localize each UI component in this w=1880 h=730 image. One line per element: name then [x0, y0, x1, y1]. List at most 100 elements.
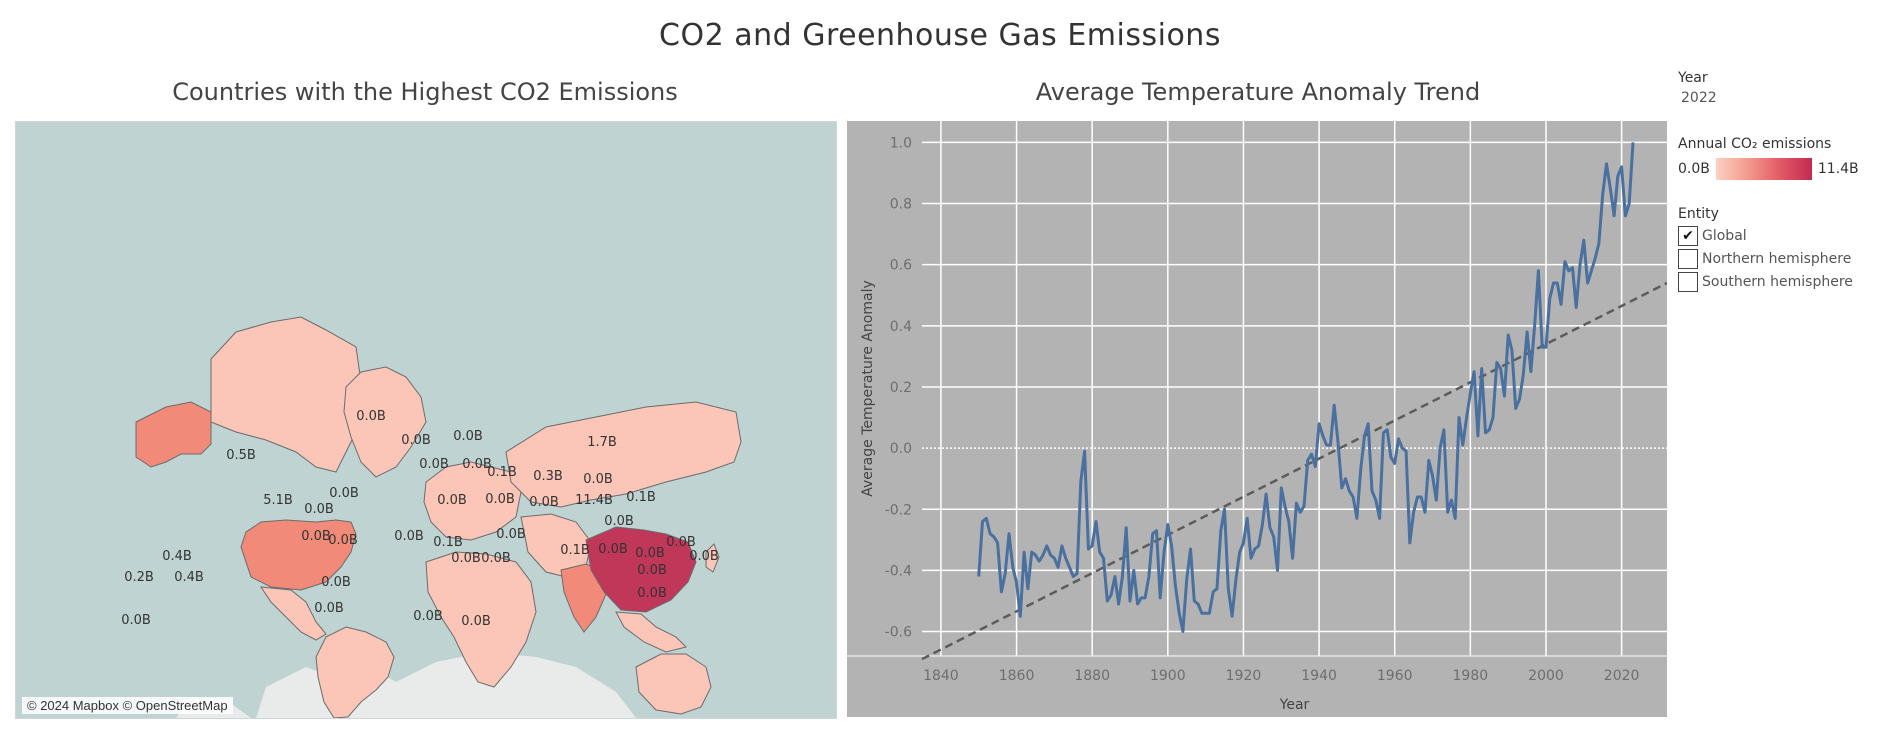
- map-value-label: 0.5B: [226, 448, 256, 463]
- map-value-label: 0.0B: [321, 575, 351, 590]
- map-value-label: 0.0B: [401, 433, 431, 448]
- map-value-label: 0.4B: [162, 549, 192, 564]
- australia-shape[interactable]: [635, 653, 712, 715]
- map-value-label: 0.0B: [666, 535, 696, 550]
- y-tick-label: 0.6: [890, 258, 912, 274]
- x-tick-label: 1960: [1377, 668, 1413, 684]
- x-tick-label: 2020: [1604, 668, 1640, 684]
- map-value-label: 0.0B: [329, 486, 359, 501]
- map-value-label: 0.0B: [481, 551, 511, 566]
- x-tick-label: 1900: [1150, 668, 1186, 684]
- northern-hemisphere-checkbox[interactable]: [1678, 248, 1698, 269]
- entity-label: Global: [1702, 227, 1747, 244]
- x-tick-label: 1860: [999, 668, 1035, 684]
- map-value-label: 0.0B: [301, 529, 331, 544]
- japan-shape[interactable]: [705, 543, 720, 573]
- map-value-label: 0.1B: [626, 490, 656, 505]
- y-tick-label: 0.4: [890, 319, 912, 335]
- map-value-label: 5.1B: [263, 493, 293, 508]
- map-value-label: 1.7B: [587, 435, 617, 450]
- map-value-label: 0.0B: [453, 429, 483, 444]
- map-value-label: 0.1B: [487, 465, 517, 480]
- map-value-label: 0.0B: [356, 409, 386, 424]
- side-panel: Year 2022 Annual CO₂ emissions 0.0B 11.4…: [1678, 70, 1878, 293]
- chart-title: Average Temperature Anomaly Trend: [1035, 78, 1481, 106]
- map-value-label: 0.0B: [598, 542, 628, 557]
- legend-color-ramp: [1715, 158, 1812, 180]
- europe-shape[interactable]: [423, 461, 522, 541]
- y-tick-label: 0.8: [890, 197, 912, 213]
- map-value-label: 0.0B: [462, 457, 492, 472]
- map-label-layer: 0.0B0.0B 0.0B 1.7B0.5B0.0B 0.0B0.1B 0.3B 0.0B…: [121, 409, 719, 629]
- x-tick-label: 2000: [1528, 668, 1564, 684]
- mexico-shape[interactable]: [259, 586, 327, 641]
- temperature-line-chart[interactable]: 1840 1860 1880 1900 1920 1940 1960 1980 2000 2020…: [847, 121, 1667, 717]
- year-header: Year: [1678, 70, 1708, 86]
- legend-max-label: 11.4B: [1817, 161, 1859, 177]
- africa-shape[interactable]: [425, 551, 537, 688]
- map-value-label: 0.0B: [121, 613, 151, 628]
- y-tick-label: -0.6: [885, 625, 912, 641]
- map-value-label: 0.0B: [485, 492, 515, 507]
- entity-label: Southern hemisphere: [1702, 273, 1853, 290]
- map-panel[interactable]: 0.0B 0.0B 0.0B 1.7B 0.5B 0.0B 0.0B 0.1B 0.3B 0.0B…: [15, 121, 837, 719]
- map-value-label: 0.0B: [637, 586, 667, 601]
- map-value-label: 0.0B: [689, 549, 719, 564]
- entity-item-global[interactable]: ✔ Global: [1678, 224, 1878, 247]
- map-value-label: 0.0B: [635, 546, 665, 561]
- south-america-shape[interactable]: [315, 626, 395, 718]
- greenland-shape[interactable]: [343, 366, 427, 478]
- usa-shape[interactable]: [240, 519, 357, 591]
- emissions-legend: 0.0B 11.4B: [1678, 158, 1878, 180]
- x-tick-label: 1840: [923, 668, 959, 684]
- alaska-shape[interactable]: [135, 401, 212, 468]
- map-value-label: 0.0B: [314, 601, 344, 616]
- trend-line: [921, 281, 1667, 661]
- map-value-label: 0.0B: [529, 495, 559, 510]
- map-value-label: 0.0B: [394, 529, 424, 544]
- global-anomaly-line: [977, 142, 1635, 633]
- map-value-label: 0.0B: [328, 533, 358, 548]
- x-axis-title: Year: [1279, 697, 1310, 713]
- map-value-label: 0.1B: [433, 535, 463, 550]
- map-value-label: 0.0B: [461, 614, 491, 629]
- se-asia-shape[interactable]: [615, 611, 687, 653]
- map-value-label: 0.2B: [124, 570, 154, 585]
- map-value-label: 11.4B: [575, 493, 613, 508]
- world-map[interactable]: 0.0B0.0B 0.0B 1.7B0.5B0.0B 0.0B0.1B 0.3B 0.0B…: [16, 122, 836, 718]
- map-attribution: © 2024 Mapbox © OpenStreetMap: [22, 697, 233, 714]
- map-value-label: 0.0B: [637, 563, 667, 578]
- entity-filter-list: ✔ Global Northern hemisphere Southern he…: [1678, 224, 1878, 293]
- map-value-label: 0.3B: [533, 469, 563, 484]
- x-tick-label: 1880: [1074, 668, 1110, 684]
- russia-shape[interactable]: [505, 401, 742, 508]
- map-title: Countries with the Highest CO2 Emissions: [172, 78, 678, 106]
- y-tick-label: 0.2: [890, 380, 912, 396]
- map-value-label: 0.4B: [174, 570, 204, 585]
- entity-item-southern-hemisphere[interactable]: Southern hemisphere: [1678, 270, 1878, 293]
- southern-hemisphere-checkbox[interactable]: [1678, 271, 1698, 292]
- map-value-label: 0.0B: [583, 472, 613, 487]
- chart-panel[interactable]: 1840 1860 1880 1900 1920 1940 1960 1980 2000 2020…: [847, 121, 1667, 717]
- y-tick-label: -0.2: [885, 502, 912, 518]
- y-tick-label: -0.4: [885, 563, 912, 579]
- map-value-label: 0.0B: [496, 527, 526, 542]
- x-tick-label: 1980: [1453, 668, 1489, 684]
- map-value-label: 0.0B: [604, 514, 634, 529]
- map-value-label: 0.0B: [419, 457, 449, 472]
- year-value[interactable]: 2022: [1681, 90, 1717, 106]
- map-value-label: 0.0B: [437, 493, 467, 508]
- y-tick-label: 1.0: [890, 135, 912, 151]
- global-checkbox[interactable]: ✔: [1678, 225, 1698, 246]
- y-tick-label: 0.0: [890, 441, 912, 457]
- entity-header: Entity: [1678, 206, 1719, 222]
- map-value-label: 0.0B: [451, 551, 481, 566]
- map-value-label: 0.1B: [560, 543, 590, 558]
- entity-item-northern-hemisphere[interactable]: Northern hemisphere: [1678, 247, 1878, 270]
- dashboard-title: CO2 and Greenhouse Gas Emissions: [659, 18, 1221, 53]
- china-shape[interactable]: [585, 526, 697, 613]
- x-tick-label: 1940: [1301, 668, 1337, 684]
- antarctica-shape: [256, 652, 636, 718]
- entity-label: Northern hemisphere: [1702, 250, 1852, 267]
- map-value-label: 0.0B: [304, 502, 334, 517]
